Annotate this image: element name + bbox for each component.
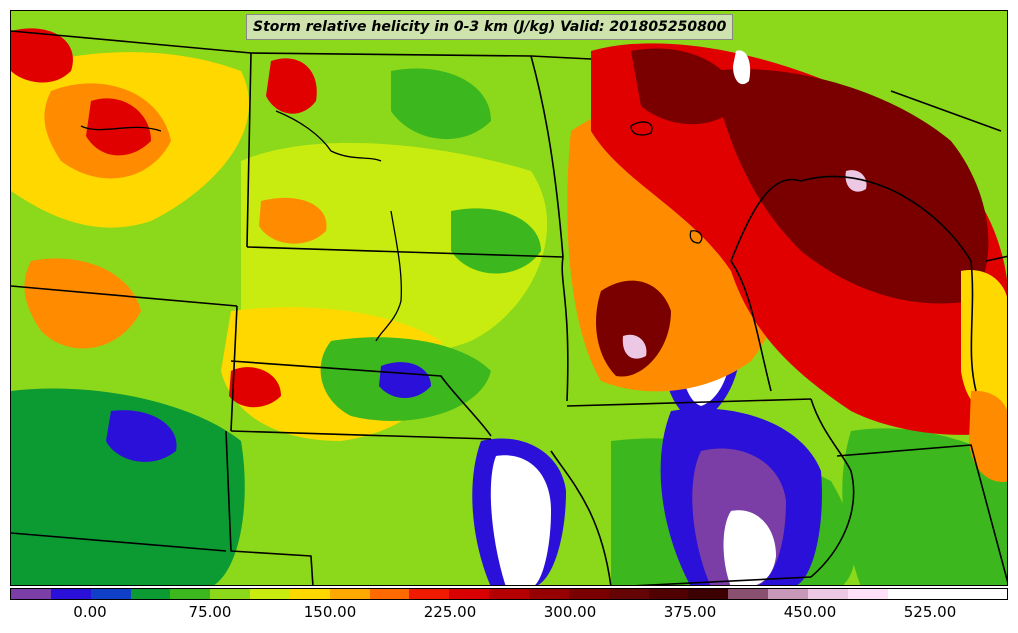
border-sd-mn (561, 256, 569, 402)
colorbar-tick-label: 150.00 (303, 603, 357, 621)
border-ia-mn (566, 398, 812, 407)
colorbar-segment (210, 589, 251, 599)
border-mt-nd (246, 52, 252, 248)
colorbar-tick-label: 75.00 (188, 603, 232, 621)
border-co-ks (225, 430, 314, 585)
field-green-east (842, 428, 1007, 585)
border-ia-mo (634, 576, 812, 585)
border-ia-il (810, 398, 855, 578)
colorbar-segment (250, 589, 290, 599)
border-canada (11, 30, 592, 60)
field-yellow-central (241, 142, 548, 358)
colorbar-segment (11, 589, 51, 599)
field-red-nw (11, 28, 73, 83)
border-mi (890, 90, 1002, 392)
border-wi (730, 175, 972, 392)
colorbar-segment (90, 589, 131, 599)
field-white-kan (490, 455, 551, 585)
field-red-sw (229, 367, 281, 408)
field-orange-east (969, 390, 1007, 482)
field-red-nd (266, 58, 317, 114)
field-red-west (86, 98, 151, 156)
colorbar-segment (528, 589, 569, 599)
map-title: Storm relative helicity in 0-3 km (J/kg)… (246, 14, 734, 40)
colorbar-segment (489, 589, 529, 599)
colorbar (10, 588, 1008, 600)
colorbar-tick-label: 525.00 (903, 603, 957, 621)
lake-mn-small (689, 230, 703, 244)
field-pink-ne (845, 170, 867, 192)
field-white-north (733, 50, 751, 85)
colorbar-segment (648, 589, 689, 599)
field-orange-sd (259, 197, 327, 244)
colorbar-segment (768, 589, 808, 599)
field-white-se (723, 510, 776, 585)
map-frame (10, 10, 1008, 586)
colorbar-segment (887, 589, 928, 599)
lake-ne (630, 121, 653, 136)
field-green-north (391, 68, 491, 140)
colorbar-tick-label: 300.00 (543, 603, 597, 621)
colorbar-segment (807, 589, 848, 599)
colorbar-segment (449, 589, 490, 599)
border-nd-sd (246, 246, 564, 258)
colorbar-segment (967, 589, 1007, 599)
border-wy-sd-ne (230, 305, 238, 432)
state-boundaries (11, 30, 1007, 585)
border-mo (550, 450, 612, 585)
colorbar-tick-label: 225.00 (423, 603, 477, 621)
border-ne-ks (230, 430, 492, 440)
field-pink-mn (622, 334, 647, 359)
colorbar-segment (927, 589, 968, 599)
colorbar-segment (409, 589, 450, 599)
border-sd-ne (230, 360, 492, 437)
colorbar-segment (568, 589, 609, 599)
colorbar-segment (608, 589, 649, 599)
border-mt-wy (11, 285, 238, 307)
colorbar-segment (289, 589, 330, 599)
river-missouri-sd (375, 210, 402, 342)
colorbar-labels: 0.00 75.00 150.00 225.00 300.00 375.00 450.00 5… (10, 603, 1008, 625)
field-blue-ks (379, 362, 431, 399)
helicity-map (11, 11, 1007, 585)
colorbar-segment (688, 589, 729, 599)
field-darkred-mn (596, 280, 671, 377)
colorbar-segment (130, 589, 171, 599)
colorbar-segment (369, 589, 410, 599)
colorbar-segment (50, 589, 91, 599)
field-green-mid (451, 208, 541, 274)
border-east (985, 255, 1007, 262)
colorbar-tick-label: 0.00 (73, 603, 107, 621)
colorbar-segment (847, 589, 888, 599)
colorbar-tick-label: 375.00 (663, 603, 717, 621)
river-missouri-mt (80, 125, 162, 132)
colorbar-tick-label: 450.00 (783, 603, 837, 621)
colorbar-segment (728, 589, 769, 599)
colorbar-segment (329, 589, 370, 599)
colorbar-segment (170, 589, 211, 599)
field-darkred-n (631, 48, 741, 125)
field-orange-sw (24, 258, 141, 349)
border-nd-mn (530, 55, 564, 258)
border-co (11, 532, 227, 552)
river-missouri-nd (275, 110, 382, 162)
field-green-swbase (11, 388, 245, 585)
field-blue-sw (106, 410, 177, 462)
water-outlines (80, 110, 703, 342)
border-il-in (836, 444, 1007, 583)
